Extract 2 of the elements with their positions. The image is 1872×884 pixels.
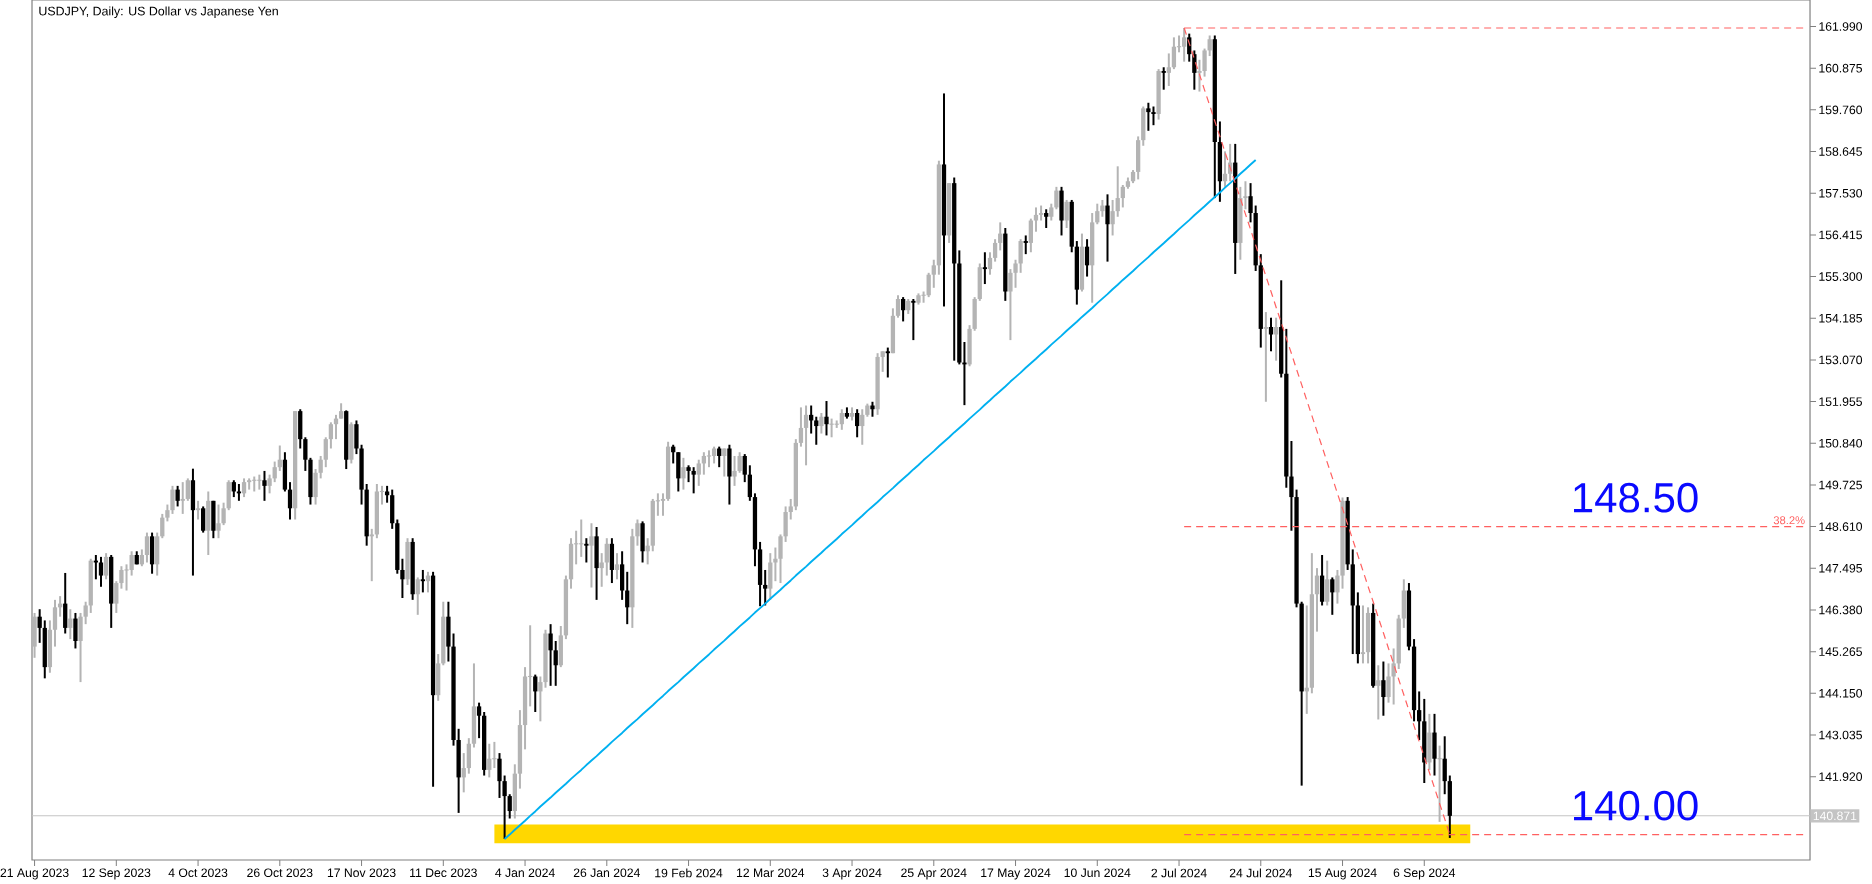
annotation: 148.50 <box>1574 482 1698 513</box>
annotation: 140.00 <box>1574 790 1698 821</box>
